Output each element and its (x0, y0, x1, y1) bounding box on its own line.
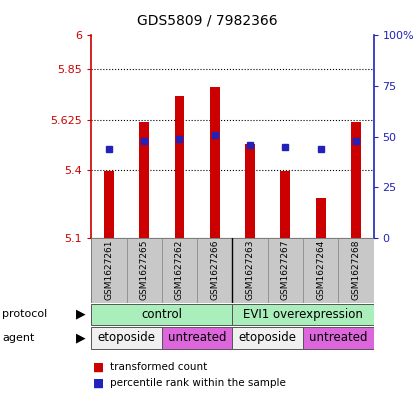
Text: agent: agent (2, 333, 34, 343)
Bar (245, 145, 255, 238)
Bar (104, 171, 114, 238)
Text: GSM1627266: GSM1627266 (210, 240, 219, 300)
Bar (281, 171, 290, 238)
Text: untreated: untreated (309, 331, 367, 345)
Bar (232, 238, 268, 303)
Bar (162, 238, 197, 303)
Bar (91, 327, 162, 349)
Text: GSM1627264: GSM1627264 (316, 240, 325, 300)
Text: ▶: ▶ (76, 308, 86, 321)
Text: GSM1627261: GSM1627261 (105, 240, 113, 300)
Bar (139, 122, 149, 238)
Bar (91, 238, 127, 303)
Text: GSM1627268: GSM1627268 (352, 240, 360, 300)
Text: ■: ■ (93, 361, 105, 374)
Text: EVI1 overexpression: EVI1 overexpression (243, 308, 363, 321)
Bar (210, 87, 220, 238)
Bar (232, 327, 303, 349)
Bar (303, 327, 374, 349)
Text: GSM1627263: GSM1627263 (246, 240, 254, 300)
Text: GSM1627265: GSM1627265 (140, 240, 149, 300)
Bar (351, 122, 361, 238)
Bar (197, 238, 232, 303)
Text: control: control (142, 308, 182, 321)
Bar (127, 238, 162, 303)
Bar (303, 238, 338, 303)
Text: transformed count: transformed count (110, 362, 207, 373)
Bar (268, 238, 303, 303)
Text: GSM1627267: GSM1627267 (281, 240, 290, 300)
Text: percentile rank within the sample: percentile rank within the sample (110, 378, 286, 388)
Text: etoposide: etoposide (98, 331, 156, 345)
Bar (338, 238, 374, 303)
Text: ■: ■ (93, 376, 105, 390)
Text: GSM1627262: GSM1627262 (175, 240, 184, 300)
Text: GDS5809 / 7982366: GDS5809 / 7982366 (137, 14, 278, 28)
Bar (91, 304, 232, 325)
Text: ▶: ▶ (76, 331, 86, 345)
Bar (232, 304, 374, 325)
Text: untreated: untreated (168, 331, 226, 345)
Bar (175, 96, 184, 238)
Bar (316, 198, 325, 238)
Text: protocol: protocol (2, 309, 47, 320)
Bar (162, 327, 232, 349)
Text: etoposide: etoposide (239, 331, 297, 345)
